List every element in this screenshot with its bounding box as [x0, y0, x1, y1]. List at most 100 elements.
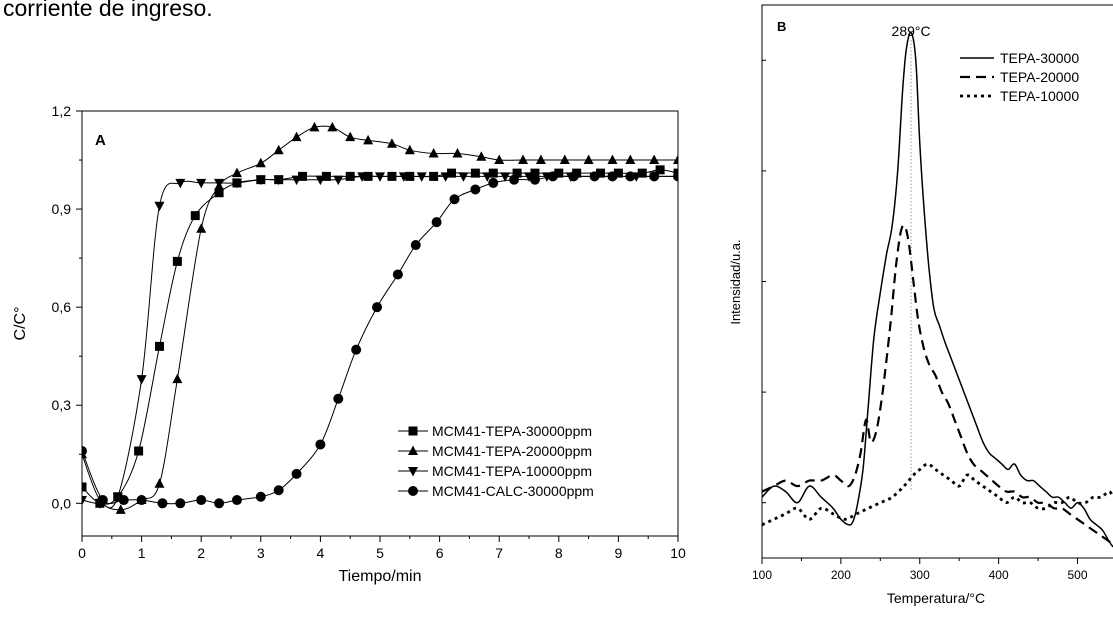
data-point [345, 131, 356, 142]
y-tick-label: 0,0 [52, 495, 72, 511]
data-point [196, 495, 207, 506]
data-point [154, 478, 165, 488]
x-tick-label: 400 [989, 568, 1009, 582]
data-point [97, 495, 108, 506]
series-mcm41-tepa-20000ppm [82, 121, 678, 514]
data-point [410, 240, 421, 251]
data-point [607, 171, 618, 182]
legend-swatch-marker [408, 467, 418, 477]
series-layer [762, 31, 1113, 548]
legend-label: TEPA-10000 [1000, 88, 1079, 104]
data-point [559, 154, 570, 165]
legend-label: MCM41-TEPA-10000ppm [432, 463, 592, 479]
x-tick-label: 2 [197, 545, 205, 561]
legend-swatch-marker [408, 445, 418, 455]
x-tick-label: 8 [555, 545, 563, 561]
data-point [512, 168, 522, 178]
legend: TEPA-30000 TEPA-20000 TEPA-10000 [960, 50, 1079, 104]
x-tick-label: 6 [436, 545, 444, 561]
data-point [321, 171, 331, 181]
data-point [518, 154, 529, 165]
data-point [112, 492, 123, 503]
data-point [458, 172, 469, 182]
peak-annotation: 289°C [892, 23, 931, 39]
series-layer [82, 121, 678, 514]
data-point [115, 504, 126, 514]
y-tick-label: 0,9 [52, 201, 72, 217]
data-point [136, 375, 147, 385]
data-point [613, 168, 623, 178]
data-point [333, 175, 344, 186]
data-point [82, 482, 87, 492]
data-point [500, 172, 511, 182]
data-point [157, 498, 168, 509]
data-point [529, 174, 540, 185]
data-point [392, 269, 403, 280]
data-point [488, 177, 499, 188]
data-point [673, 171, 678, 182]
data-point [649, 154, 660, 165]
data-point [82, 496, 87, 506]
y-axis-title: C/C° [12, 307, 29, 341]
x-tick-label: 3 [257, 545, 265, 561]
legend-label: TEPA-20000 [1000, 69, 1079, 85]
data-point [175, 178, 186, 189]
data-point [136, 495, 147, 506]
data-point [524, 172, 534, 182]
data-point [154, 341, 164, 351]
data-point [428, 148, 439, 158]
data-point [255, 157, 266, 168]
data-point [363, 134, 374, 145]
y-tick-label: 1,2 [52, 103, 72, 119]
legend-swatch-marker [408, 486, 418, 496]
data-point [82, 446, 87, 456]
x-tick-label: 200 [831, 568, 851, 582]
x-axis-title: Tiempo/min [339, 568, 422, 585]
data-point [196, 178, 207, 189]
x-tick-label: 0 [78, 545, 86, 561]
y-tick-label: 0,6 [52, 299, 72, 315]
data-point [154, 201, 165, 212]
data-point [655, 165, 665, 175]
data-point [649, 171, 660, 182]
legend-label: MCM41-CALC-30000ppm [432, 483, 594, 499]
legend-swatch-marker [408, 426, 418, 436]
data-point [315, 439, 326, 450]
figure-caption-fragment: corriente de ingreso. [3, 0, 213, 21]
data-point [172, 256, 182, 266]
x-tick-label: 100 [752, 568, 772, 582]
chart-panel-b: 100 200 300 400 500 Temperatura/°C Intensidad/… [728, 4, 1113, 606]
data-point [470, 184, 481, 195]
data-point [530, 168, 540, 178]
data-point [637, 168, 647, 178]
data-point [398, 172, 409, 182]
panel-label-b: B [777, 19, 786, 34]
data-point [452, 148, 463, 158]
data-point [607, 154, 618, 165]
data-point [231, 167, 242, 178]
data-point [416, 172, 427, 182]
legend: MCM41-TEPA-30000ppm MCM41-TEPA-20000ppm MC… [398, 423, 594, 499]
data-point [118, 495, 129, 506]
data-point [214, 498, 225, 509]
x-tick-label: 1 [138, 545, 146, 561]
x-axis-title: Temperatura/°C [887, 590, 985, 606]
data-point [509, 174, 520, 185]
data-point [291, 175, 302, 186]
data-point [309, 121, 320, 132]
data-point [431, 217, 442, 228]
x-tick-label: 300 [910, 568, 930, 582]
data-point [315, 175, 326, 186]
data-point [351, 344, 362, 355]
data-point [482, 172, 493, 182]
legend-label: MCM41-TEPA-30000ppm [432, 423, 592, 439]
data-point [554, 168, 564, 178]
data-point [568, 171, 579, 182]
x-tick-label: 5 [376, 545, 384, 561]
series-line-tepa-30000 [762, 31, 1113, 548]
data-point [134, 446, 144, 456]
data-point [372, 302, 383, 313]
data-point [673, 154, 678, 165]
data-point [175, 498, 186, 509]
